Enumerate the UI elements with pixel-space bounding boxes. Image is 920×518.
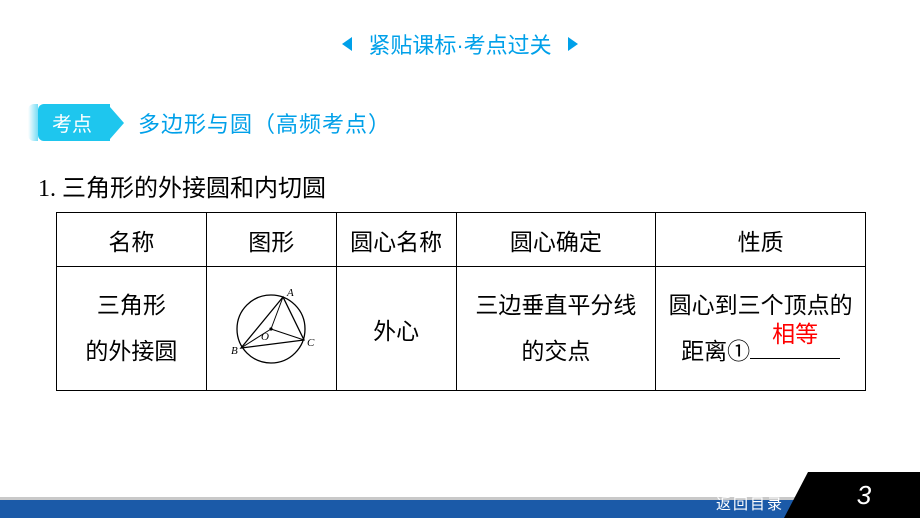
page-number-box: 3 <box>808 472 920 518</box>
th-center-name: 圆心名称 <box>336 213 456 267</box>
return-link[interactable]: 返回目录 <box>716 493 784 514</box>
footer: 返回目录 3 <box>0 478 920 518</box>
footer-bar <box>0 500 810 518</box>
content-heading: 1. 三角形的外接圆和内切圆 <box>38 168 326 203</box>
cell-property-l2: 距离①相等 <box>656 329 865 375</box>
cell-determine-l2: 的交点 <box>457 329 656 375</box>
cell-determine: 三边垂直平分线 的交点 <box>456 267 656 391</box>
th-determine: 圆心确定 <box>456 213 656 267</box>
concept-table: 名称 图形 圆心名称 圆心确定 性质 三角形 的外接圆 A B <box>56 212 866 391</box>
cell-shape: A B C O <box>206 267 336 391</box>
property-prefix: 距离① <box>681 339 750 364</box>
header-bar: 紧贴课标·考点过关 <box>0 28 920 60</box>
cell-name-l1: 三角形 <box>57 283 206 329</box>
page-number: 3 <box>857 480 871 511</box>
section-header: 考点 多边形与圆（高频考点） <box>38 104 391 141</box>
answer-text: 相等 <box>772 312 818 358</box>
cell-property-l1: 圆心到三个顶点的 <box>656 283 865 329</box>
label-o: O <box>261 331 269 343</box>
th-property: 性质 <box>656 213 866 267</box>
center-dot-icon <box>270 327 273 330</box>
answer-blank: 相等 <box>750 358 840 359</box>
arrow-left-icon[interactable] <box>342 37 352 51</box>
cell-center-name: 外心 <box>336 267 456 391</box>
header-title: 紧贴课标·考点过关 <box>368 28 551 60</box>
circumcircle-diagram: A B C O <box>221 284 321 374</box>
th-shape: 图形 <box>206 213 336 267</box>
label-c: C <box>307 337 315 349</box>
section-title: 多边形与圆（高频考点） <box>138 107 391 139</box>
footer-triangle-icon <box>784 472 808 518</box>
table-header-row: 名称 图形 圆心名称 圆心确定 性质 <box>57 213 866 267</box>
arrow-right-icon[interactable] <box>568 37 578 51</box>
cell-determine-l1: 三边垂直平分线 <box>457 283 656 329</box>
table-row: 三角形 的外接圆 A B C O 外心 三边垂直平分 <box>57 267 866 391</box>
cell-name-l2: 的外接圆 <box>57 329 206 375</box>
badge-tail-icon <box>110 107 124 139</box>
label-b: B <box>231 345 238 357</box>
cell-property: 圆心到三个顶点的 距离①相等 <box>656 267 866 391</box>
cell-name: 三角形 的外接圆 <box>57 267 207 391</box>
label-a: A <box>286 287 294 299</box>
section-badge: 考点 <box>38 104 110 141</box>
radius-oa <box>271 297 283 329</box>
th-name: 名称 <box>57 213 207 267</box>
